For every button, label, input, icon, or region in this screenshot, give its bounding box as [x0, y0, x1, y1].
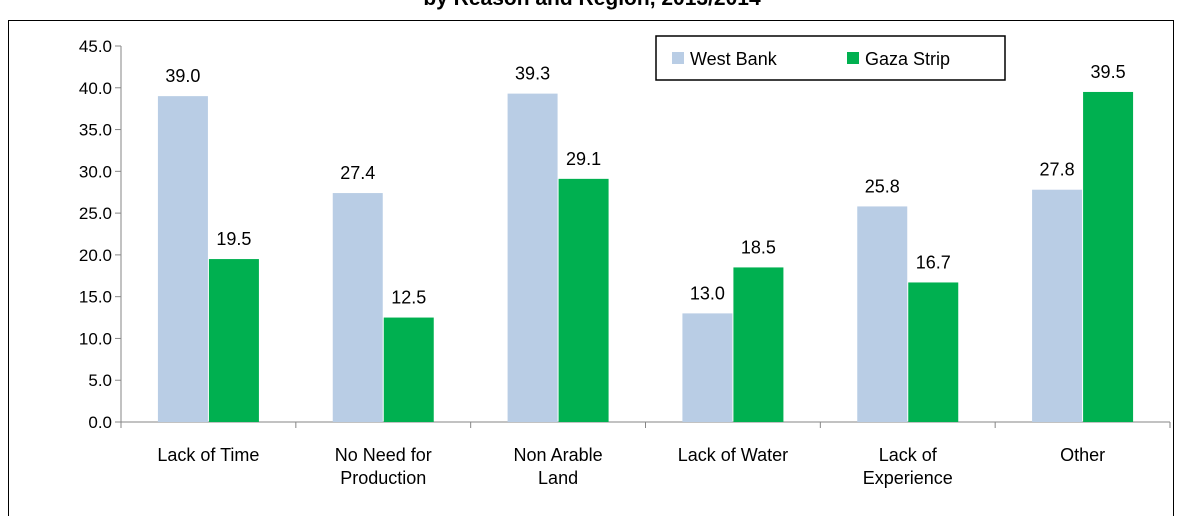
- bar-west-bank: [157, 96, 208, 422]
- data-label: 27.8: [1040, 160, 1075, 180]
- y-tick-label: 40.0: [79, 79, 112, 98]
- bar-gaza-strip: [1083, 91, 1134, 422]
- y-tick-label: 15.0: [79, 288, 112, 307]
- x-category-label: Other: [1060, 445, 1105, 465]
- chart-title: by Reason and Region, 2013/2014: [0, 0, 1184, 11]
- y-tick-label: 35.0: [79, 121, 112, 140]
- data-label: 39.3: [515, 64, 550, 84]
- x-category-label: Lack of Time: [157, 445, 259, 465]
- bar-gaza-strip: [383, 317, 434, 422]
- bar-west-bank: [1032, 189, 1083, 422]
- y-tick-label: 20.0: [79, 246, 112, 265]
- legend-box: [655, 35, 1006, 81]
- x-category-label: No Need for Production: [335, 445, 432, 488]
- y-tick-label: 30.0: [79, 162, 112, 181]
- axes: 0.0 5.0 10.0 15.0 20.0 25.0 30.0 35.0 40.0 45.0 La…: [79, 37, 1171, 488]
- bars: [157, 91, 1134, 423]
- y-tick-label: 5.0: [88, 371, 112, 390]
- bar-gaza-strip: [558, 178, 609, 422]
- data-label: 29.1: [566, 149, 601, 169]
- data-label: 16.7: [916, 252, 951, 272]
- data-label: 18.5: [741, 237, 776, 257]
- y-tick-label: 10.0: [79, 329, 112, 348]
- data-label: 19.5: [216, 229, 251, 249]
- data-label: 25.8: [865, 176, 900, 196]
- y-tick-label: 25.0: [79, 204, 112, 223]
- legend-label: West Bank: [690, 49, 778, 69]
- legend-label: Gaza Strip: [865, 49, 950, 69]
- legend: West Bank Gaza Strip: [655, 35, 1006, 81]
- bar-west-bank: [507, 93, 558, 423]
- x-category-label: Lack of Experience: [863, 445, 953, 488]
- legend-swatch: [672, 52, 684, 64]
- bar-gaza-strip: [208, 259, 259, 422]
- x-category-label: Non Arable Land: [514, 445, 603, 488]
- data-label: 12.5: [391, 288, 426, 308]
- chart-frame: [8, 20, 1174, 516]
- x-category-label: Lack of Water: [678, 445, 788, 465]
- bar-gaza-strip: [908, 282, 959, 422]
- y-tick-label: 0.0: [88, 413, 112, 432]
- data-label: 39.5: [1091, 62, 1126, 82]
- data-label: 39.0: [165, 66, 200, 86]
- data-label: 27.4: [340, 163, 375, 183]
- bar-gaza-strip: [733, 267, 784, 422]
- legend-swatch: [847, 52, 859, 64]
- bar-west-bank: [332, 193, 383, 422]
- y-tick-label: 45.0: [79, 37, 112, 56]
- bar-west-bank: [857, 206, 908, 422]
- data-labels: 39.0 27.4 39.3 13.0 25.8 27.8 19.5 12.5 29.1 18.5…: [165, 62, 1125, 308]
- bar-west-bank: [682, 313, 733, 422]
- data-label: 13.0: [690, 283, 725, 303]
